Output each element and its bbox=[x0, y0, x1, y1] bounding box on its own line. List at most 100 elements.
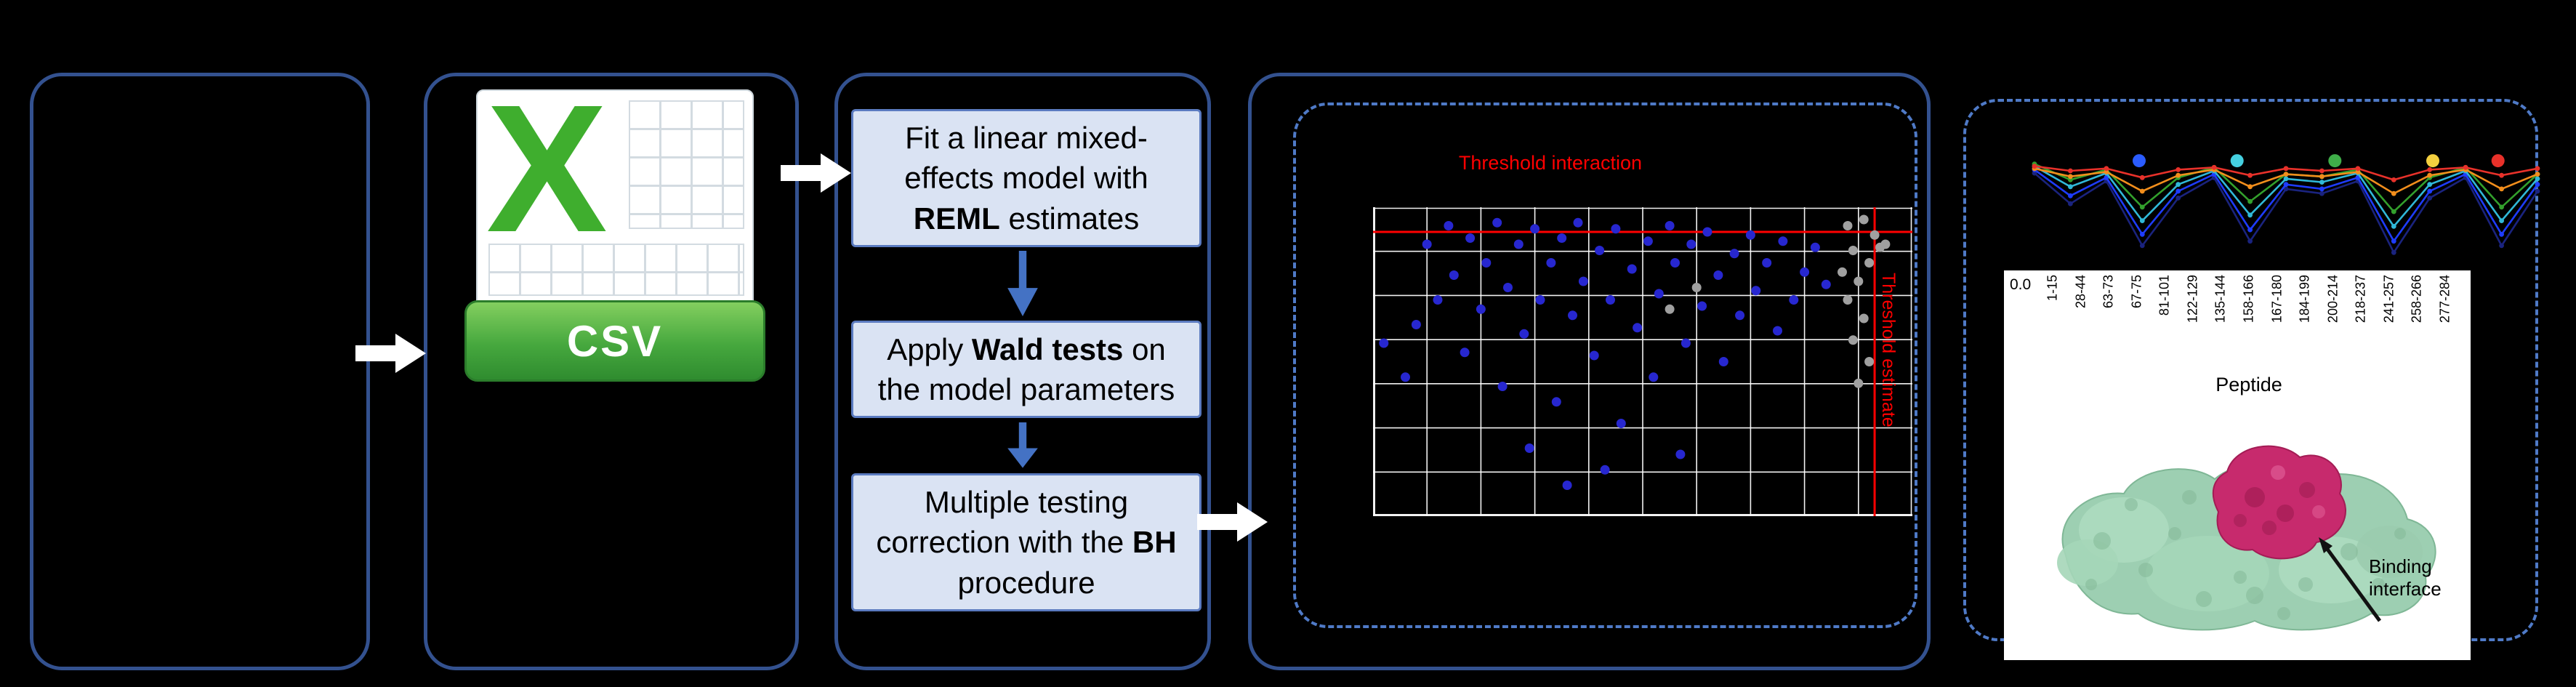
uptake-point bbox=[2499, 231, 2504, 237]
uptake-point bbox=[2535, 182, 2540, 188]
peptide-tick: 241-257 bbox=[2375, 275, 2403, 369]
arrow-shape bbox=[781, 153, 851, 193]
scatter-point bbox=[1492, 217, 1502, 228]
step-text: Apply Wald tests on the model parameters bbox=[877, 332, 1175, 406]
scatter-point bbox=[1401, 372, 1410, 382]
peptide-tick: 135-144 bbox=[2207, 275, 2235, 369]
scatter-point bbox=[1649, 372, 1659, 382]
uptake-point bbox=[2139, 243, 2145, 249]
scatter-point bbox=[1821, 279, 1831, 289]
peptide-tick-label: 28-44 bbox=[2073, 275, 2088, 309]
scatter-point bbox=[1546, 258, 1556, 268]
peptide-tick-label: 167-180 bbox=[2269, 275, 2285, 324]
uptake-point bbox=[2139, 188, 2145, 194]
uptake-point bbox=[2535, 176, 2540, 182]
scatter-point bbox=[1843, 295, 1853, 305]
scatter-point bbox=[1864, 258, 1875, 268]
scatter-point bbox=[1600, 465, 1610, 475]
arrow-shape bbox=[1007, 251, 1038, 316]
peptide-tick-label: 258-266 bbox=[2409, 275, 2424, 324]
uptake-point bbox=[2427, 196, 2433, 201]
uptake-point bbox=[2535, 172, 2540, 177]
scatter-point bbox=[1589, 350, 1599, 361]
condition-dot bbox=[2491, 154, 2505, 168]
scatter-point bbox=[1718, 357, 1728, 366]
peptide-tick-labels: 1-15 28-44 63-73 67-75 81-101 122-129 135-144 1… bbox=[2039, 275, 2459, 369]
scatter-point bbox=[1460, 347, 1470, 358]
peptide-tick-label: 218-237 bbox=[2353, 275, 2368, 324]
scatter-point bbox=[1444, 221, 1454, 230]
csv-file-icon: X CSV bbox=[464, 78, 765, 382]
uptake-point bbox=[2535, 188, 2540, 194]
scatter-point bbox=[1853, 378, 1864, 388]
scatter-point bbox=[1411, 320, 1421, 329]
scatter-point bbox=[1551, 397, 1561, 407]
down-arrow-icon bbox=[1007, 422, 1038, 468]
uptake-point bbox=[2175, 167, 2181, 172]
scatter-point bbox=[1848, 246, 1858, 255]
binding-interface-label: Binding interface bbox=[2369, 555, 2442, 600]
scatter-point bbox=[1616, 419, 1626, 428]
excel-x-logo: X bbox=[486, 67, 608, 270]
threshold-estimate-label: Threshold estimate bbox=[1878, 273, 1899, 427]
peptide-tick-label: 122-129 bbox=[2185, 275, 2200, 324]
scatter-point bbox=[1729, 249, 1739, 259]
uptake-point bbox=[2391, 177, 2396, 182]
uptake-point bbox=[2068, 174, 2073, 180]
uptake-point bbox=[2391, 209, 2396, 214]
protein-structure-image bbox=[2057, 445, 2436, 631]
scatter-point bbox=[1778, 236, 1788, 246]
scatter-point bbox=[1751, 286, 1761, 296]
peptide-tick-label: 200-214 bbox=[2325, 275, 2340, 324]
peptide-tick-label: 184-199 bbox=[2297, 275, 2312, 324]
uptake-point bbox=[2104, 166, 2109, 172]
peptide-axis-panel: 0.0 1-15 28-44 63-73 67-75 81-101 122-129 135-… bbox=[2004, 270, 2471, 660]
scatter-point bbox=[1535, 295, 1545, 305]
scatter-point bbox=[1681, 338, 1691, 348]
uptake-line-chart bbox=[2032, 154, 2540, 255]
binding-arrow bbox=[2319, 537, 2382, 622]
scatter-point bbox=[1745, 230, 1755, 240]
uptake-point bbox=[2175, 172, 2181, 178]
scatter-point bbox=[1497, 382, 1508, 391]
uptake-point bbox=[2427, 188, 2433, 194]
binding-region bbox=[2212, 445, 2347, 560]
uptake-point bbox=[2032, 164, 2037, 169]
scatter-point bbox=[1675, 449, 1686, 459]
uptake-point bbox=[2355, 166, 2361, 172]
peptide-tick-label: 81-101 bbox=[2157, 275, 2172, 316]
scatter-point bbox=[1562, 481, 1572, 490]
scatter-point bbox=[1665, 304, 1675, 314]
uptake-point bbox=[2319, 190, 2325, 196]
uptake-point bbox=[2175, 188, 2181, 194]
scatter-point bbox=[1810, 242, 1820, 252]
panel-statistical-pipeline: Fit a linear mixed-effects model with RE… bbox=[834, 73, 1211, 670]
peptide-tick-label: 158-166 bbox=[2241, 275, 2256, 324]
peptide-tick: 218-237 bbox=[2347, 275, 2375, 369]
scatter-point bbox=[1513, 239, 1524, 249]
uptake-point bbox=[2283, 176, 2289, 182]
step-text: Fit a linear mixed-effects model with RE… bbox=[904, 120, 1148, 236]
scatter-point bbox=[1595, 246, 1605, 255]
peptide-tick-label: 135-144 bbox=[2213, 275, 2228, 324]
uptake-point bbox=[2283, 182, 2289, 188]
scatter-point bbox=[1568, 310, 1577, 321]
uptake-point bbox=[2247, 238, 2253, 244]
peptide-tick: 28-44 bbox=[2067, 275, 2096, 369]
spreadsheet-grid bbox=[488, 243, 744, 297]
step-fit-model: Fit a linear mixed-effects model with RE… bbox=[851, 109, 1202, 247]
uptake-point bbox=[2247, 198, 2253, 204]
scatter-point bbox=[1735, 310, 1745, 321]
scatter-point bbox=[1869, 230, 1880, 240]
scatter-point bbox=[1789, 295, 1799, 305]
condition-dot bbox=[2328, 154, 2342, 168]
scatter-point bbox=[1379, 338, 1389, 348]
scatter-point bbox=[1449, 270, 1459, 280]
uptake-point bbox=[2391, 238, 2396, 244]
uptake-point bbox=[2068, 201, 2073, 206]
scatter-point bbox=[1530, 224, 1540, 234]
scatter-point bbox=[1476, 304, 1486, 314]
uptake-point bbox=[2247, 212, 2253, 218]
peptide-tick: 200-214 bbox=[2319, 275, 2347, 369]
